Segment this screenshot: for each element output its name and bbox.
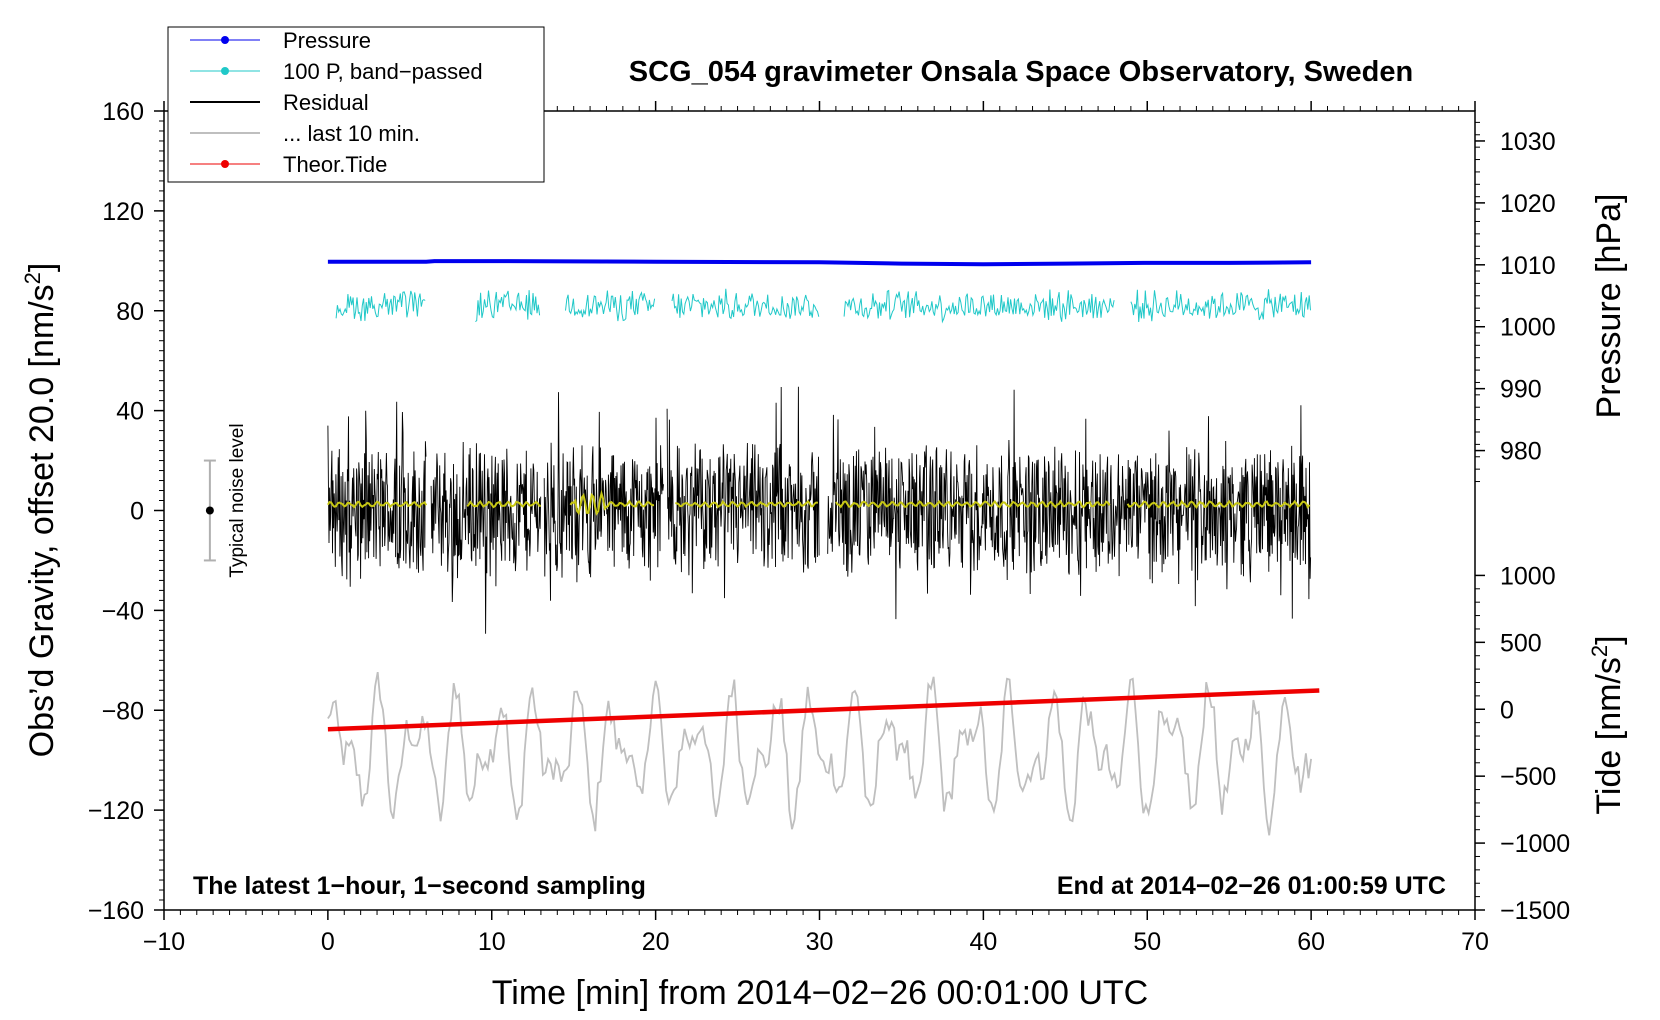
y-left-tick-label: 0 <box>130 498 144 526</box>
tide-axis-title-main: Tide [nm/s <box>1590 657 1628 814</box>
theoretical-tide-series <box>327 688 1320 732</box>
pressure-bandpassed-series <box>843 289 1115 324</box>
legend-box <box>167 26 545 183</box>
tide-tick-label: −500 <box>1500 763 1556 791</box>
pressure-bandpassed-series <box>475 290 541 322</box>
legend-label: Pressure <box>283 28 371 53</box>
tide-tick-label: −1500 <box>1500 897 1570 925</box>
pressure-tick-label: 1030 <box>1500 128 1556 156</box>
y-left-tick-label: −120 <box>88 797 144 825</box>
noise-level-label: Typical noise level <box>227 423 248 577</box>
pressure-tick-label: 980 <box>1500 438 1542 466</box>
tide-tick-label: 0 <box>1500 696 1514 724</box>
left-y-axis-title: Obs’d Gravity, offset 20.0 [nm/s2] <box>20 263 61 758</box>
noise-bar-center-dot <box>205 506 214 515</box>
left-y-axis-title-sup: 2 <box>20 272 45 284</box>
legend-label: 100 P, band−passed <box>283 59 483 84</box>
y-left-tick-label: 80 <box>116 298 144 326</box>
residual-series <box>827 389 1312 620</box>
pressure-bandpassed-series <box>1130 289 1311 323</box>
y-left-tick-label: −160 <box>88 897 144 925</box>
residual-series <box>543 392 664 601</box>
residual-smoothed-series <box>569 489 655 516</box>
chart-title: SCG_054 gravimeter Onsala Space Observat… <box>629 56 1413 88</box>
pressure-tick-label: 1000 <box>1500 314 1556 342</box>
tide-axis-title-sup: 2 <box>1587 645 1612 657</box>
tide-tick-label: 1000 <box>1500 562 1556 590</box>
y-left-tick-label: 120 <box>102 198 144 226</box>
legend-marker <box>221 160 229 168</box>
pressure-tick-label: 1020 <box>1500 190 1556 218</box>
y-left-tick-label: 160 <box>102 98 144 126</box>
x-tick-label: 40 <box>969 928 997 956</box>
pressure-bandpassed-series <box>335 290 426 322</box>
legend-label: Theor.Tide <box>283 152 387 177</box>
tide-tick-label: 500 <box>1500 629 1542 657</box>
sampling-note: The latest 1−hour, 1−second sampling <box>193 872 646 900</box>
residual-smoothed-series <box>675 499 819 509</box>
residual-series <box>666 386 820 599</box>
x-tick-label: 0 <box>321 928 335 956</box>
end-time-note: End at 2014−02−26 01:00:59 UTC <box>1057 872 1446 900</box>
y-left-tick-label: −40 <box>102 597 144 625</box>
tide-axis-title: Tide [nm/s2] <box>1587 635 1628 814</box>
y-left-tick-label: −80 <box>102 697 144 725</box>
axes-layer: −10 0 10 20 30 40 50 60 70−160−120−80−4004080120… <box>88 98 1571 956</box>
series-layer <box>327 259 1320 836</box>
x-tick-label: 50 <box>1133 928 1161 956</box>
residual-series <box>327 401 427 587</box>
legend-marker <box>221 67 229 75</box>
x-tick-label: 10 <box>478 928 506 956</box>
left-y-axis-title-main: Obs’d Gravity, offset 20.0 [nm/s <box>23 284 61 757</box>
residual-smoothed-series <box>1126 499 1311 510</box>
tide-tick-label: −1000 <box>1500 830 1570 858</box>
legend-marker <box>221 36 229 44</box>
pressure-tick-label: 1010 <box>1500 252 1556 280</box>
last-10-min-series <box>327 671 1312 836</box>
pressure-axis-title: Pressure [hPa] <box>1590 194 1628 419</box>
residual-smoothed-series <box>466 499 541 509</box>
x-tick-label: 20 <box>642 928 670 956</box>
legend-label: Residual <box>283 90 369 115</box>
residual-smoothed-series <box>327 500 428 509</box>
x-axis-title: Time [min] from 2014−02−26 00:01:00 UTC <box>492 974 1148 1012</box>
noise-level-marker <box>203 459 216 562</box>
pressure-series <box>327 259 1312 267</box>
x-tick-label: 30 <box>806 928 834 956</box>
left-y-axis-title-end: ] <box>23 263 61 272</box>
x-tick-label: 70 <box>1461 928 1489 956</box>
y-left-tick-label: 40 <box>116 398 144 426</box>
pressure-bandpassed-series <box>565 290 656 322</box>
pressure-tick-label: 990 <box>1500 376 1542 404</box>
pressure-bandpassed-series <box>671 288 820 320</box>
residual-smoothed-series <box>835 499 1111 509</box>
residual-series <box>430 441 542 634</box>
x-tick-label: −10 <box>143 928 185 956</box>
x-tick-label: 60 <box>1297 928 1325 956</box>
legend: Pressure 100 P, band−passed Residual ... la… <box>190 28 483 177</box>
legend-label: ... last 10 min. <box>283 121 420 146</box>
tide-axis-title-end: ] <box>1590 635 1628 644</box>
